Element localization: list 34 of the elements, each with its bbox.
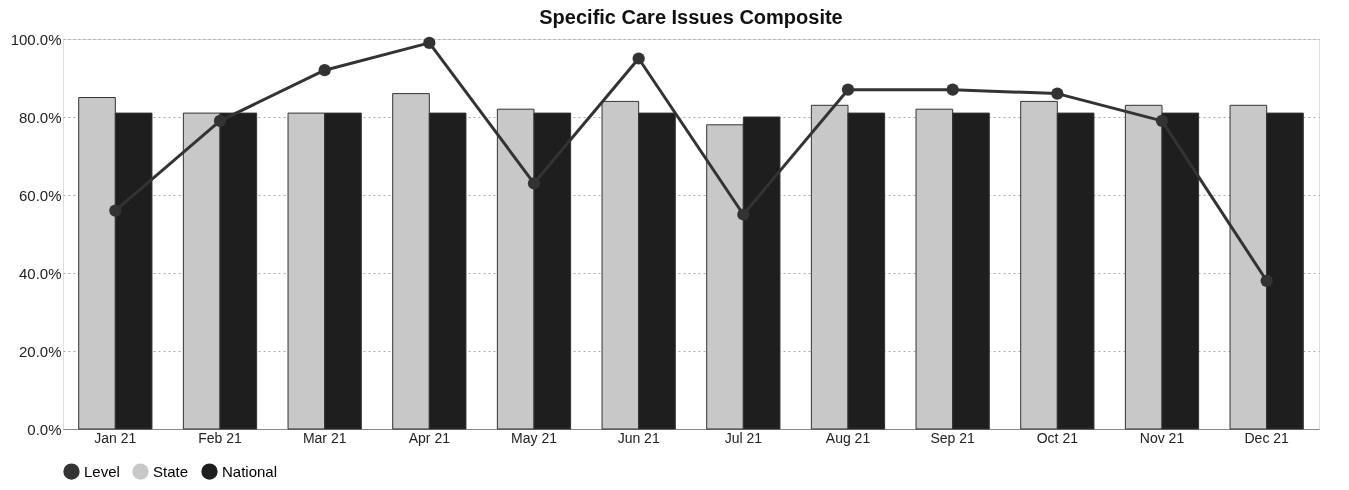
point (946, 83, 959, 96)
y-tick-label: 100.0% (10, 30, 62, 48)
x-tick-label: Jan 21 (94, 429, 137, 446)
point (213, 114, 227, 128)
legend-label: National (222, 462, 278, 480)
y-tick-label: 0.0% (27, 420, 62, 438)
x-tick-label: Jul 21 (724, 429, 763, 446)
point (1155, 114, 1169, 128)
x-tick-label: Dec 21 (1244, 429, 1290, 446)
x-tick-label: Aug 21 (825, 429, 871, 446)
point (737, 208, 750, 221)
point (109, 204, 122, 217)
x-tick-label: Apr 21 (408, 429, 451, 446)
point (318, 64, 331, 77)
point (632, 52, 645, 65)
point (1260, 274, 1273, 287)
x-tick-label: May 21 (511, 429, 558, 446)
legend-label: Level (84, 462, 120, 480)
point (423, 36, 436, 50)
y-tick-label: 80.0% (18, 108, 62, 126)
x-tick-label: Jun 21 (617, 429, 660, 446)
legend-label: State (153, 462, 189, 480)
x-tick-label: Oct 21 (1036, 429, 1079, 446)
x-tick-label: Sep 21 (930, 429, 976, 446)
point (527, 177, 541, 190)
point (841, 83, 855, 96)
chart-title: Specific Care Issues Composite (539, 6, 843, 28)
y-tick-label: 60.0% (18, 186, 62, 204)
x-tick-label: Feb 21 (198, 429, 242, 446)
x-tick-label: Nov 21 (1139, 429, 1185, 446)
y-tick-label: 20.0% (18, 342, 62, 360)
y-tick-label: 40.0% (18, 264, 62, 282)
point (1051, 87, 1064, 100)
x-tick-label: Mar 21 (302, 429, 347, 446)
